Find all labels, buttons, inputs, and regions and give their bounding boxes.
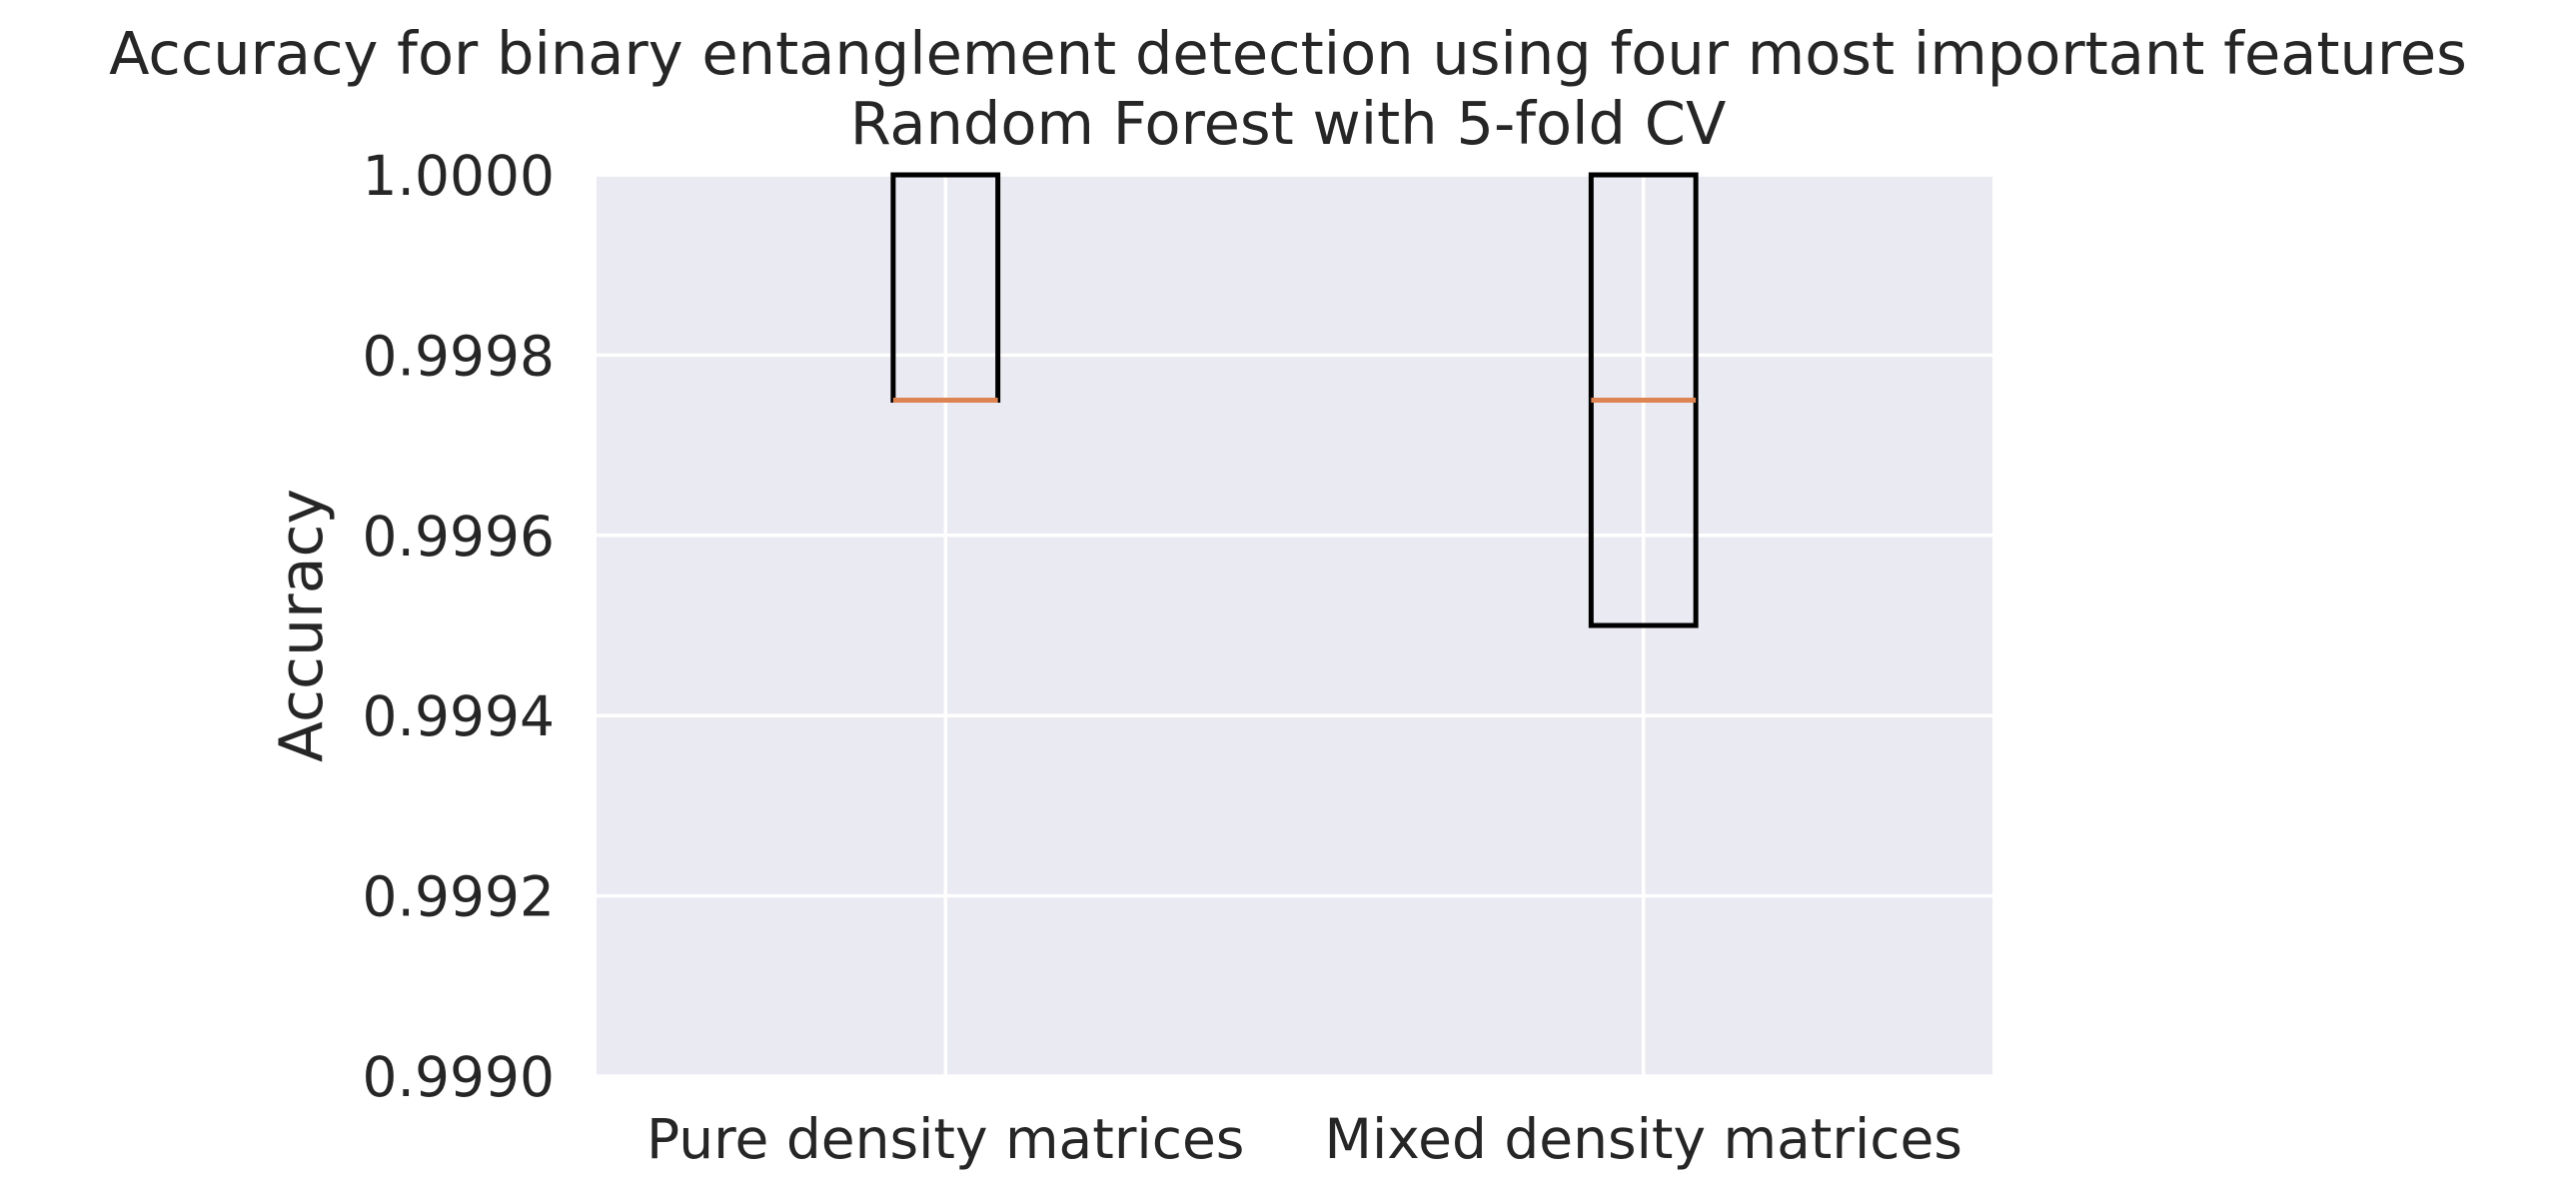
- y-tick-label: 0.9990: [363, 1045, 555, 1109]
- grid-lines: [597, 173, 1992, 1078]
- y-tick-labels: 0.9990 0.9992 0.9994 0.9996 0.9998 1.0000: [363, 144, 555, 1109]
- y-tick-label: 0.9992: [363, 865, 555, 929]
- x-tick-label: Mixed density matrices: [1325, 1107, 1962, 1171]
- y-tick-label: 1.0000: [363, 144, 555, 208]
- plot-area: [597, 175, 1992, 1076]
- box-series: [890, 172, 1699, 628]
- x-tick-labels: Pure density matrices Mixed density matri…: [646, 1107, 1962, 1171]
- y-tick-label: 0.9998: [363, 324, 555, 388]
- y-axis-label: Accuracy: [267, 489, 337, 762]
- chart-subtitle: Random Forest with 5-fold CV: [850, 89, 1727, 158]
- chart-title: Accuracy for binary entanglement detecti…: [109, 19, 2467, 88]
- x-tick-label: Pure density matrices: [646, 1107, 1244, 1171]
- y-tick-label: 0.9996: [363, 505, 555, 569]
- y-tick-label: 0.9994: [363, 684, 555, 748]
